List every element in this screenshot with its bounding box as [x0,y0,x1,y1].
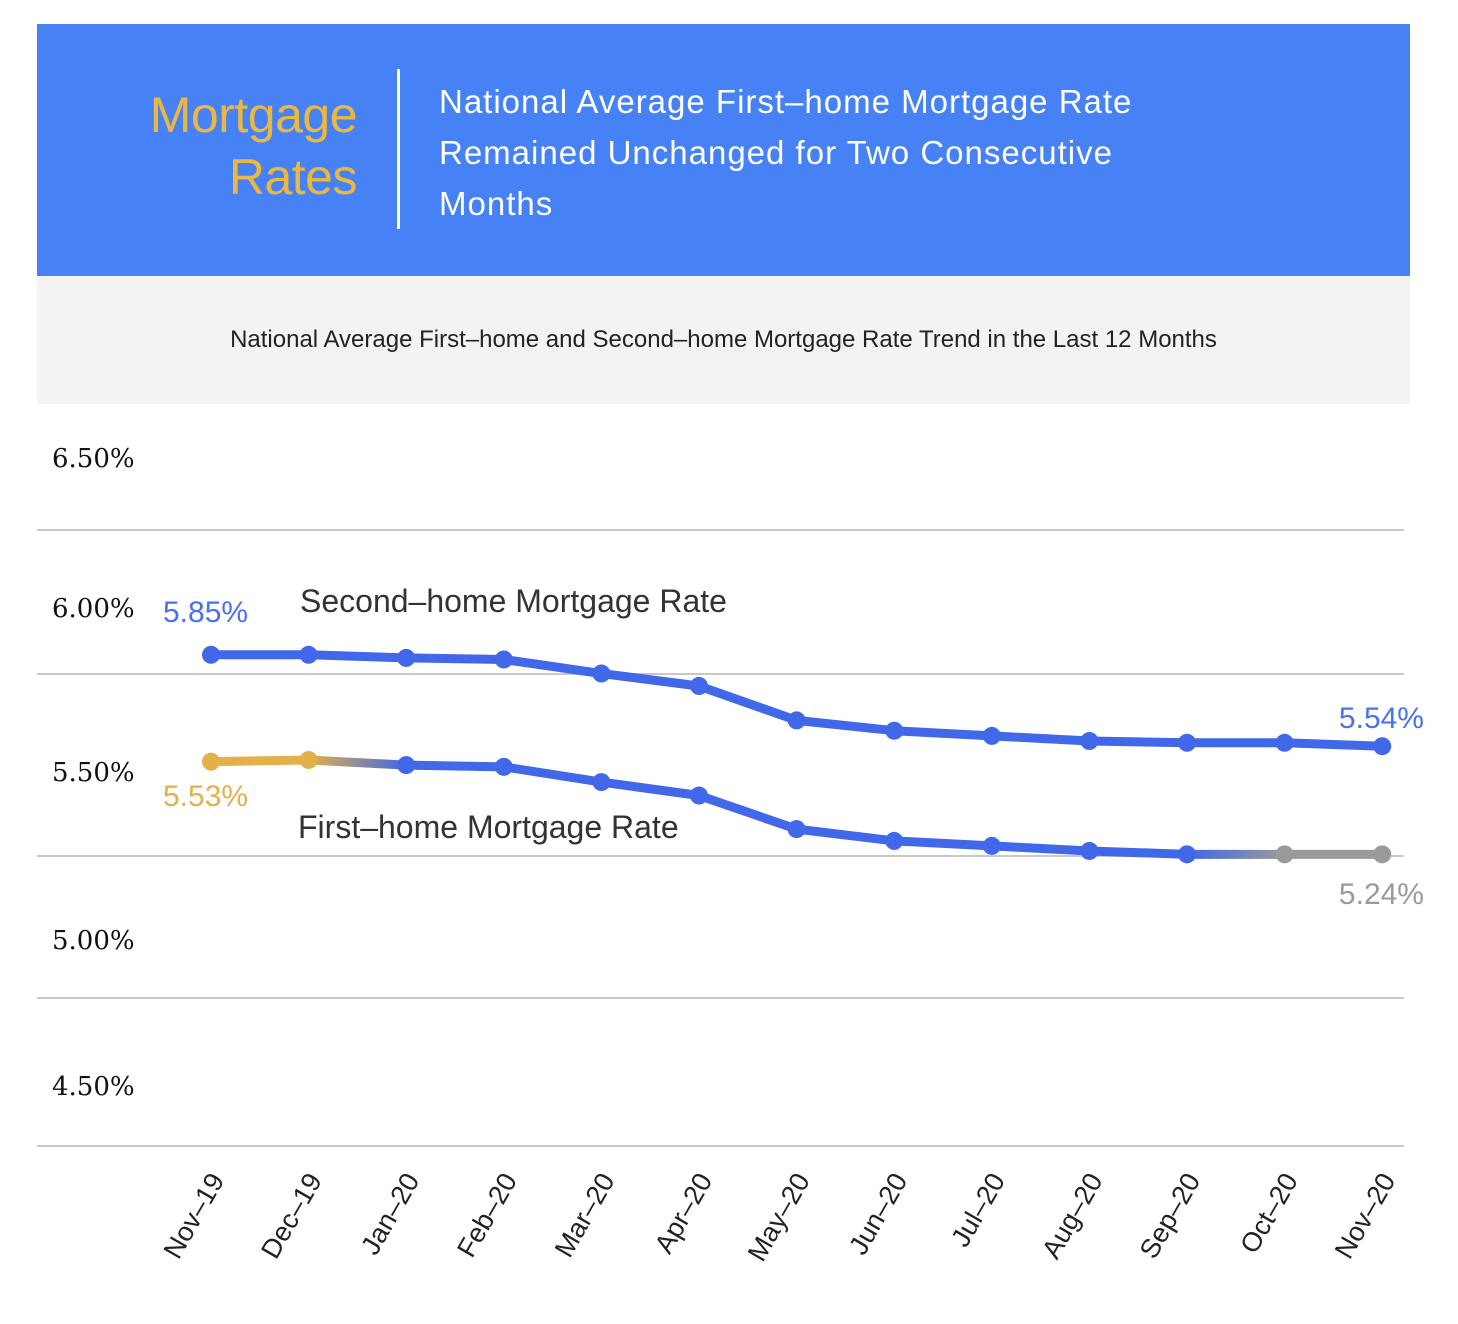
series-segment [987,841,1094,856]
data-point [982,836,1001,855]
data-point [1080,841,1099,860]
series-segment [499,762,606,787]
header-banner: Mortgage Rates National Average First–ho… [37,24,1410,276]
chart-title: National Average First–home and Second–h… [230,326,1217,353]
data-label-first-start: 5.53% [163,780,248,813]
data-point [202,752,220,771]
data-point [1178,733,1196,752]
data-point [1373,737,1392,756]
series-segment [304,755,411,770]
series-segment [694,681,802,725]
data-label-second-start: 5.85% [163,596,248,629]
x-tick-label: Feb–20 [451,1168,523,1262]
x-tick-label: Aug–20 [1036,1168,1109,1264]
y-tick-label: 5.50% [52,758,135,788]
annotations: Second–home Mortgage Rate First–home Mort… [163,583,1424,911]
data-point [885,721,904,740]
x-tick-label: May–20 [742,1168,816,1266]
x-tick-label: Nov–19 [158,1168,231,1264]
data-point [1275,733,1294,752]
banner-headline: National Average First–home Mortgage Rat… [439,76,1339,229]
data-point [202,645,220,664]
data-point [494,757,513,776]
data-point [787,711,806,730]
series-name-second-home: Second–home Mortgage Rate [300,583,727,619]
x-tick-label: Sep–20 [1134,1168,1207,1264]
data-label-second-end: 5.54% [1339,702,1424,735]
series-segment [1084,736,1192,748]
series-segment [987,731,1094,746]
data-point [885,831,904,850]
data-point [592,664,611,683]
data-point [1178,845,1196,864]
data-point [494,650,513,669]
data-point [1080,732,1099,751]
banner-title-line2: Rates [228,149,358,205]
series-second-home [202,645,1392,756]
data-point [690,677,708,695]
data-point [592,773,611,792]
series-segment [401,653,509,664]
series-segment [1280,738,1387,751]
data-point [1373,845,1392,864]
banner-headline-line3: Months [439,185,554,222]
y-tick-label: 6.50% [52,444,135,474]
banner-divider [397,69,400,229]
chart-title-bar: National Average First–home and Second–h… [37,276,1410,404]
x-tick-label: Jun–20 [843,1168,913,1260]
banner-title: Mortgage Rates [37,84,358,208]
series-segment [889,726,997,741]
data-point [299,645,318,664]
series-segment [694,791,802,834]
x-tick-label: Dec–19 [255,1168,328,1264]
series-segment [304,650,411,663]
data-point [1275,845,1294,864]
x-tick-label: Jan–20 [355,1168,425,1260]
banner-headline-line2: Remained Unchanged for Two Consecutive [439,134,1113,171]
data-point [690,786,708,805]
y-tick-label: 6.00% [52,594,135,624]
series [202,645,1392,864]
banner-title-line1: Mortgage [149,87,358,143]
series-name-first-home: First–home Mortgage Rate [298,809,679,845]
x-tick-label: Apr–20 [649,1168,719,1258]
data-point [787,820,806,839]
x-tick-label: Jul–20 [945,1168,1011,1252]
x-tick-label: Oct–20 [1234,1168,1304,1258]
series-segment [792,715,899,736]
data-point [397,756,416,775]
series-segment [889,836,997,851]
data-point [299,750,318,769]
series-segment [596,669,704,691]
series-segment [401,760,509,772]
series-segment [1084,846,1192,859]
data-label-first-end: 5.24% [1339,878,1424,911]
x-tick-label: Mar–20 [549,1168,621,1262]
series-segment [499,654,606,679]
y-axis: 6.50% 6.00% 5.50% 5.00% 4.50% [52,444,135,1102]
x-axis: Nov–19 Dec–19 Jan–20 Feb–20 Mar–20 Apr–20 May–… [158,1168,1402,1266]
banner-headline-line1: National Average First–home Mortgage Rat… [439,83,1133,120]
series-segment [792,824,899,846]
data-point [982,726,1001,745]
series-segment [596,777,704,801]
x-tick-label: Nov–20 [1329,1168,1402,1264]
y-tick-label: 4.50% [52,1072,135,1102]
series-segment [206,755,314,767]
y-tick-label: 5.00% [52,926,135,956]
series-first-home [202,750,1392,864]
data-point [397,648,416,667]
